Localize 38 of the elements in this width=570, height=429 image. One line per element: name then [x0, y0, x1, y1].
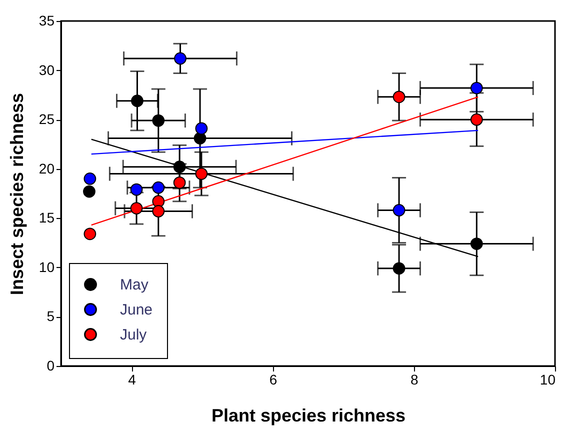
point — [84, 172, 96, 185]
y-tick-label: 25 — [38, 111, 55, 128]
point — [194, 132, 206, 144]
point — [83, 185, 96, 198]
point — [152, 181, 165, 194]
point — [130, 183, 143, 196]
point — [152, 114, 165, 127]
point — [173, 176, 186, 189]
y-tick-label: 5 — [46, 308, 55, 324]
y-tick-label: 35 — [38, 12, 55, 28]
point — [470, 238, 483, 250]
x-tick-label: 6 — [269, 372, 278, 388]
point — [470, 113, 483, 126]
y-tick-label: 15 — [38, 210, 55, 226]
y-tick-label: 20 — [38, 160, 55, 176]
legend-label: May — [120, 276, 149, 294]
y-tick-label: 0 — [46, 358, 55, 374]
point — [392, 204, 406, 216]
legend-label: July — [120, 326, 148, 344]
point — [173, 160, 186, 174]
x-tick-label: 8 — [410, 372, 418, 388]
point — [131, 94, 144, 108]
point — [470, 82, 483, 94]
point — [195, 168, 208, 180]
x-tick-label: 4 — [128, 372, 136, 388]
x-axis-title: Plant species richness — [211, 406, 406, 426]
point — [130, 202, 143, 214]
point — [152, 205, 165, 218]
y-axis-title: Insect species richness — [6, 92, 27, 296]
y-tick-label: 30 — [38, 62, 55, 78]
point — [392, 90, 406, 104]
point — [84, 228, 96, 240]
point — [195, 122, 208, 135]
point — [174, 52, 186, 65]
y-tick-label: 10 — [38, 258, 55, 275]
x-tick-label: 10 — [540, 372, 556, 388]
point — [392, 262, 406, 275]
legend-label: June — [120, 302, 153, 318]
